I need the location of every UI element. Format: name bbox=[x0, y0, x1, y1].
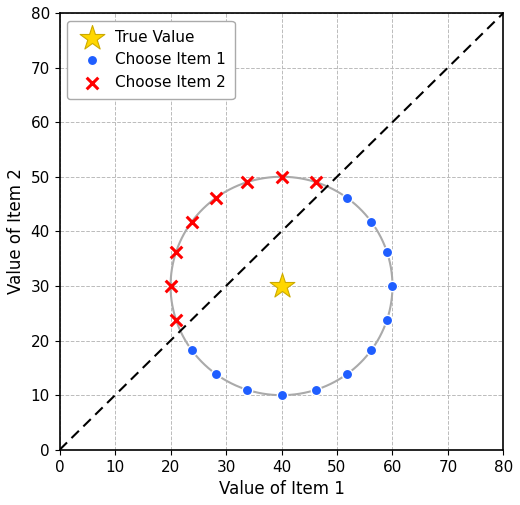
Choose Item 2 bbox=[243, 178, 251, 186]
Legend: True Value, Choose Item 1, Choose Item 2: True Value, Choose Item 1, Choose Item 2 bbox=[67, 21, 235, 99]
Choose Item 2 bbox=[311, 178, 320, 186]
Choose Item 2 bbox=[188, 218, 196, 226]
Choose Item 1 bbox=[383, 248, 391, 256]
Choose Item 1 bbox=[367, 218, 375, 226]
Choose Item 2 bbox=[166, 282, 175, 290]
Choose Item 1 bbox=[367, 346, 375, 354]
Choose Item 2 bbox=[277, 173, 285, 181]
Choose Item 2 bbox=[212, 193, 220, 201]
Choose Item 1 bbox=[343, 370, 351, 378]
Choose Item 2 bbox=[172, 248, 180, 256]
Choose Item 1 bbox=[277, 391, 285, 399]
Choose Item 1 bbox=[343, 193, 351, 201]
Choose Item 1 bbox=[212, 370, 220, 378]
Choose Item 1 bbox=[188, 346, 196, 354]
Y-axis label: Value of Item 2: Value of Item 2 bbox=[7, 169, 25, 294]
Choose Item 2 bbox=[172, 316, 180, 324]
True Value bbox=[277, 282, 285, 290]
X-axis label: Value of Item 1: Value of Item 1 bbox=[218, 480, 344, 498]
Choose Item 1 bbox=[388, 282, 397, 290]
Choose Item 1 bbox=[311, 386, 320, 394]
Choose Item 1 bbox=[243, 386, 251, 394]
Choose Item 1 bbox=[383, 316, 391, 324]
